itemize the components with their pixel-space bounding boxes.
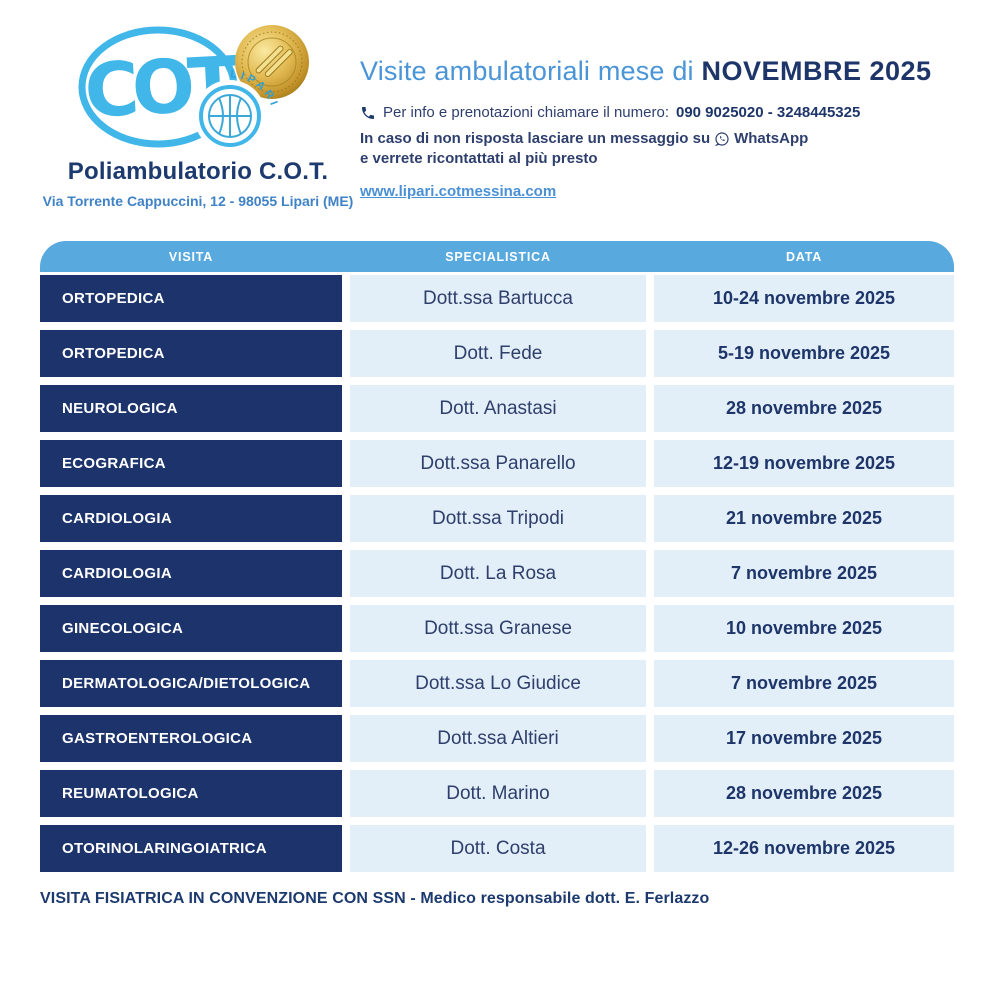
header-block: Visite ambulatoriali mese di NOVEMBRE 20… bbox=[360, 56, 960, 201]
page-title: Visite ambulatoriali mese di NOVEMBRE 20… bbox=[360, 56, 960, 87]
page-title-prefix: Visite ambulatoriali mese di bbox=[360, 56, 694, 86]
date-cell: 7 novembre 2025 bbox=[654, 660, 954, 707]
doctor-cell: Dott. Fede bbox=[350, 330, 646, 377]
phone-numbers: 090 9025020 - 3248445325 bbox=[675, 104, 861, 121]
logo-wheel-icon bbox=[194, 80, 266, 152]
visit-type-cell: REUMATOLOGICA bbox=[40, 770, 342, 817]
table-header-row: VISITA SPECIALISTICA DATA bbox=[40, 241, 954, 272]
phone-icon bbox=[362, 106, 374, 119]
date-cell: 12-26 novembre 2025 bbox=[654, 825, 954, 872]
doctor-cell: Dott.ssa Tripodi bbox=[350, 495, 646, 542]
phone-label: Per info e prenotazioni chiamare il nume… bbox=[383, 104, 669, 121]
whatsapp-label: WhatsApp bbox=[734, 130, 809, 147]
message-line1-text: In caso di non risposta lasciare un mess… bbox=[360, 130, 711, 147]
no-answer-message-line2: e verrete ricontattati al più presto bbox=[360, 150, 598, 167]
date-cell: 5-19 novembre 2025 bbox=[654, 330, 954, 377]
phone-info-row: Per info e prenotazioni chiamare il nume… bbox=[360, 104, 960, 121]
doctor-cell: Dott. La Rosa bbox=[350, 550, 646, 597]
footer-note: VISITA FISIATRICA IN CONVENZIONE CON SSN… bbox=[40, 890, 710, 907]
visit-type-cell: ECOGRAFICA bbox=[40, 440, 342, 487]
doctor-cell: Dott.ssa Panarello bbox=[350, 440, 646, 487]
doctor-cell: Dott. Costa bbox=[350, 825, 646, 872]
visit-type-cell: CARDIOLOGIA bbox=[40, 495, 342, 542]
date-cell: 10-24 novembre 2025 bbox=[654, 275, 954, 322]
date-cell: 10 novembre 2025 bbox=[654, 605, 954, 652]
clinic-logo-block: COT bbox=[40, 16, 356, 209]
visit-type-cell: GASTROENTEROLOGICA bbox=[40, 715, 342, 762]
clinic-address: Via Torrente Cappuccini, 12 - 98055 Lipa… bbox=[42, 193, 354, 209]
date-cell: 28 novembre 2025 bbox=[654, 385, 954, 432]
cot-logo: COT bbox=[78, 25, 309, 152]
doctor-cell: Dott. Marino bbox=[350, 770, 646, 817]
date-cell: 7 novembre 2025 bbox=[654, 550, 954, 597]
column-header-specialistica: SPECIALISTICA bbox=[445, 249, 551, 264]
column-header-visita: VISITA bbox=[168, 249, 214, 264]
doctor-cell: Dott.ssa Lo Giudice bbox=[350, 660, 646, 707]
doctor-cell: Dott.ssa Altieri bbox=[350, 715, 646, 762]
visit-type-cell: ORTOPEDICA bbox=[40, 330, 342, 377]
clinic-name: Poliambulatorio C.O.T. bbox=[67, 158, 329, 185]
table-body: ORTOPEDICA Dott.ssa Bartucca 10-24 novem… bbox=[40, 275, 954, 872]
visit-type-cell: DERMATOLOGICA/DIETOLOGICA bbox=[40, 660, 342, 707]
doctor-cell: Dott. Anastasi bbox=[350, 385, 646, 432]
visits-table: VISITA SPECIALISTICA DATA ORTOPEDICA Dot… bbox=[40, 241, 954, 872]
website-link[interactable]: www.lipari.cotmessina.com bbox=[360, 183, 557, 200]
page-title-month: NOVEMBRE 2025 bbox=[701, 56, 932, 86]
visit-type-cell: NEUROLOGICA bbox=[40, 385, 342, 432]
visit-type-cell: CARDIOLOGIA bbox=[40, 550, 342, 597]
column-header-data: DATA bbox=[785, 249, 823, 264]
whatsapp-icon bbox=[714, 131, 729, 146]
doctor-cell: Dott.ssa Bartucca bbox=[350, 275, 646, 322]
visit-type-cell: ORTOPEDICA bbox=[40, 275, 342, 322]
date-cell: 17 novembre 2025 bbox=[654, 715, 954, 762]
date-cell: 28 novembre 2025 bbox=[654, 770, 954, 817]
doctor-cell: Dott.ssa Granese bbox=[350, 605, 646, 652]
date-cell: 21 novembre 2025 bbox=[654, 495, 954, 542]
quality-medal-icon bbox=[235, 25, 309, 99]
visit-type-cell: OTORINOLARINGOIATRICA bbox=[40, 825, 342, 872]
no-answer-message-line1: In caso di non risposta lasciare un mess… bbox=[360, 130, 960, 147]
visit-type-cell: GINECOLOGICA bbox=[40, 605, 342, 652]
date-cell: 12-19 novembre 2025 bbox=[654, 440, 954, 487]
